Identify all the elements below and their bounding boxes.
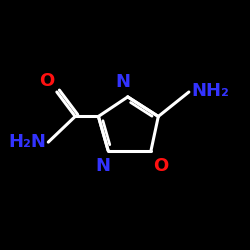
Text: N: N bbox=[96, 157, 111, 175]
Text: N: N bbox=[115, 73, 130, 91]
Text: O: O bbox=[39, 72, 54, 90]
Text: NH₂: NH₂ bbox=[191, 82, 229, 100]
Text: O: O bbox=[154, 157, 169, 175]
Text: H₂N: H₂N bbox=[8, 133, 46, 151]
